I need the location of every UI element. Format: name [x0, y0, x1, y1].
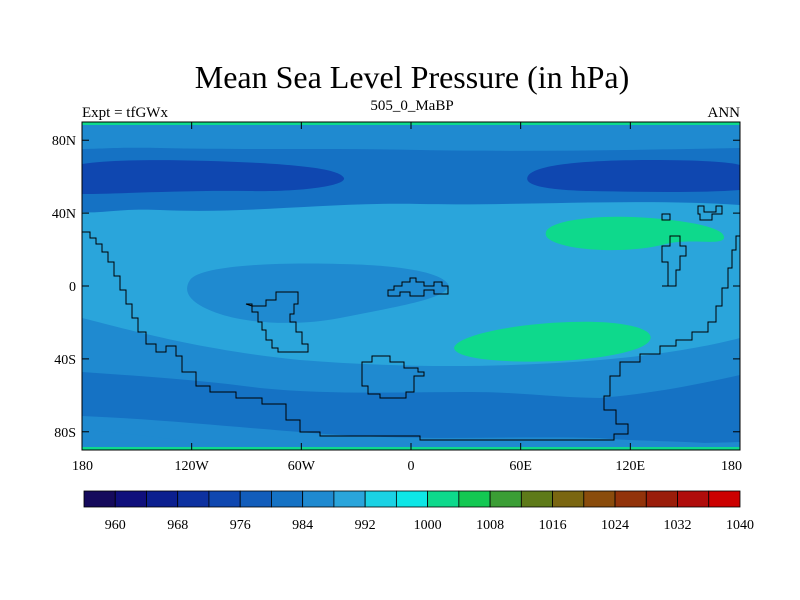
y-tick-label: 80S — [54, 426, 76, 441]
colorbar-swatch — [520, 490, 553, 508]
colorbar-label: 1032 — [664, 518, 692, 533]
colorbar-label: 1016 — [539, 518, 567, 533]
colorbar-label: 1040 — [726, 518, 754, 533]
outline-central-landmass — [245, 291, 309, 353]
y-tick-label: 80N — [52, 134, 76, 149]
colorbar-swatch — [364, 490, 397, 508]
colorbar-swatch — [239, 490, 272, 508]
field-northern-subpolar-band — [82, 122, 740, 151]
colorbar-label: 1024 — [601, 518, 629, 533]
outline-southern-block — [361, 355, 425, 399]
field-antarctic-margin — [82, 430, 740, 450]
colorbar-swatch — [114, 490, 147, 508]
experiment-label: Expt = tfGWx — [82, 105, 168, 121]
colorbar-label: 984 — [292, 518, 313, 533]
colorbar: 960 968 976 984 992 1000 1008 1016 1024 1032 1040 — [83, 490, 754, 533]
outline-small-island — [661, 213, 671, 221]
colorbar-swatch — [83, 490, 116, 508]
colorbar-label: 1008 — [476, 518, 504, 533]
colorbar-swatch — [583, 490, 616, 508]
colorbar-label: 960 — [105, 518, 126, 533]
field-southern-low-belt — [82, 372, 740, 446]
colorbar-swatch — [458, 490, 491, 508]
colorbar-swatch — [677, 490, 710, 508]
colorbar-swatch — [395, 490, 429, 508]
x-tick-label: 180 — [721, 459, 742, 474]
y-tick-label: 40N — [52, 207, 76, 222]
x-tick-label: 60W — [288, 459, 316, 474]
colorbar-swatch — [177, 490, 210, 508]
colorbar-swatch — [302, 490, 335, 508]
x-tick-label: 180 — [72, 459, 93, 474]
colorbar-swatch — [208, 490, 241, 508]
colorbar-swatch — [146, 490, 179, 508]
colorbar-label: 992 — [355, 518, 376, 533]
x-tick-label: 120E — [616, 459, 646, 474]
colorbar-label: 968 — [167, 518, 188, 533]
colorbar-swatch — [489, 490, 522, 508]
colorbar-swatch — [427, 490, 460, 508]
field-north-east-low — [527, 160, 740, 192]
y-tick-label: 0 — [69, 280, 76, 295]
outline-north-east-shore — [697, 205, 723, 221]
axis-ticks: 180 120W 60W 0 60E 120E 180 80N 40N 0 40S 80S — [52, 122, 742, 474]
colorbar-swatch — [333, 490, 366, 508]
chart-title: Mean Sea Level Pressure (in hPa) — [195, 59, 630, 95]
continent-outlines — [82, 205, 740, 441]
colorbar-label: 1000 — [414, 518, 442, 533]
colorbar-swatch — [614, 490, 647, 508]
period-label: 505_0_MaBP — [370, 98, 453, 114]
colorbar-swatch — [708, 490, 741, 508]
field-south-subtropical-high — [454, 321, 651, 362]
x-tick-label: 120W — [175, 459, 210, 474]
season-label: ANN — [708, 105, 741, 121]
field-north-subtropical-high — [545, 216, 725, 251]
x-tick-label: 0 — [408, 459, 415, 474]
colorbar-label: 976 — [230, 518, 251, 533]
colorbar-swatch — [271, 490, 304, 508]
outline-west-coast — [82, 231, 740, 441]
outline-island-chain — [387, 277, 449, 297]
x-tick-label: 60E — [509, 459, 532, 474]
field-north-west-low — [82, 160, 345, 194]
colorbar-swatch — [645, 490, 678, 508]
pressure-field — [82, 122, 740, 450]
outline-north-east-coast — [661, 235, 687, 287]
y-tick-label: 40S — [54, 353, 76, 368]
colorbar-swatch — [552, 490, 585, 508]
